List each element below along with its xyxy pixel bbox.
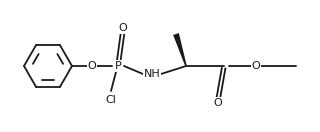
Text: O: O <box>252 61 260 71</box>
Text: O: O <box>214 98 222 108</box>
Polygon shape <box>173 33 187 66</box>
Text: O: O <box>119 23 127 33</box>
Text: NH: NH <box>144 69 160 79</box>
Text: Cl: Cl <box>106 95 116 105</box>
Text: P: P <box>115 61 121 71</box>
Text: O: O <box>88 61 96 71</box>
